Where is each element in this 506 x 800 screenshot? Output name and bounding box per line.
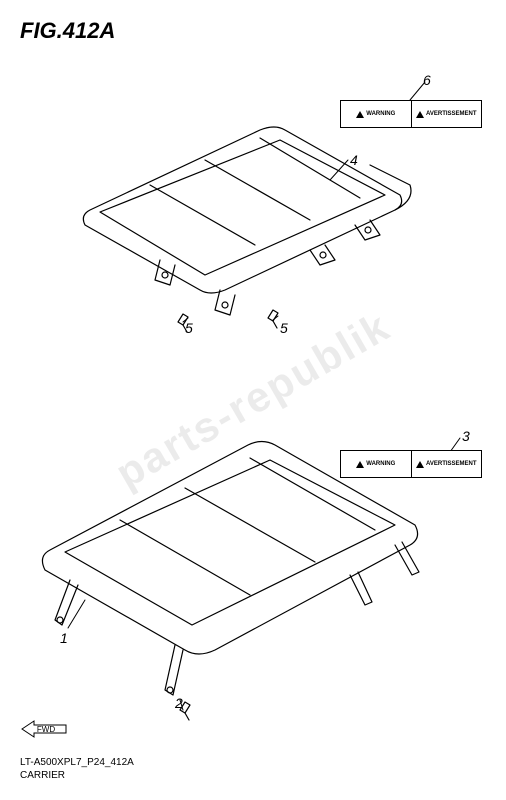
callout-3: 3 xyxy=(462,428,470,444)
warning-triangle-icon xyxy=(356,111,364,118)
callout-5a: 5 xyxy=(185,320,193,336)
callout-6: 6 xyxy=(423,72,431,88)
fwd-arrow: FWD xyxy=(20,718,70,740)
warning-triangle-icon xyxy=(356,461,364,468)
footer-line2: CARRIER xyxy=(20,769,134,782)
callout-5b: 5 xyxy=(280,320,288,336)
warning-label-left: WARNING xyxy=(341,451,412,477)
warning-label-top: WARNING AVERTISSEMENT xyxy=(340,100,482,128)
warning-text-en: WARNING xyxy=(366,461,395,467)
callout-2: 2 xyxy=(175,695,183,711)
leader-lines xyxy=(68,82,460,710)
warning-text-fr: AVERTISSEMENT xyxy=(426,461,477,467)
warning-label-bottom: WARNING AVERTISSEMENT xyxy=(340,450,482,478)
footer-line1: LT-A500XPL7_P24_412A xyxy=(20,756,134,769)
warning-triangle-icon xyxy=(416,111,424,118)
warning-text-en: WARNING xyxy=(366,111,395,117)
fwd-label: FWD xyxy=(37,725,55,734)
warning-label-right: AVERTISSEMENT xyxy=(412,451,482,477)
warning-label-left: WARNING xyxy=(341,101,412,127)
warning-triangle-icon xyxy=(416,461,424,468)
callout-1: 1 xyxy=(60,630,68,646)
warning-text-fr: AVERTISSEMENT xyxy=(426,111,477,117)
lower-rack xyxy=(42,442,419,696)
upper-rack xyxy=(83,127,411,315)
warning-label-right: AVERTISSEMENT xyxy=(412,101,482,127)
callout-4: 4 xyxy=(350,152,358,168)
bolt-5b xyxy=(268,310,278,328)
footer: LT-A500XPL7_P24_412A CARRIER xyxy=(20,756,134,782)
